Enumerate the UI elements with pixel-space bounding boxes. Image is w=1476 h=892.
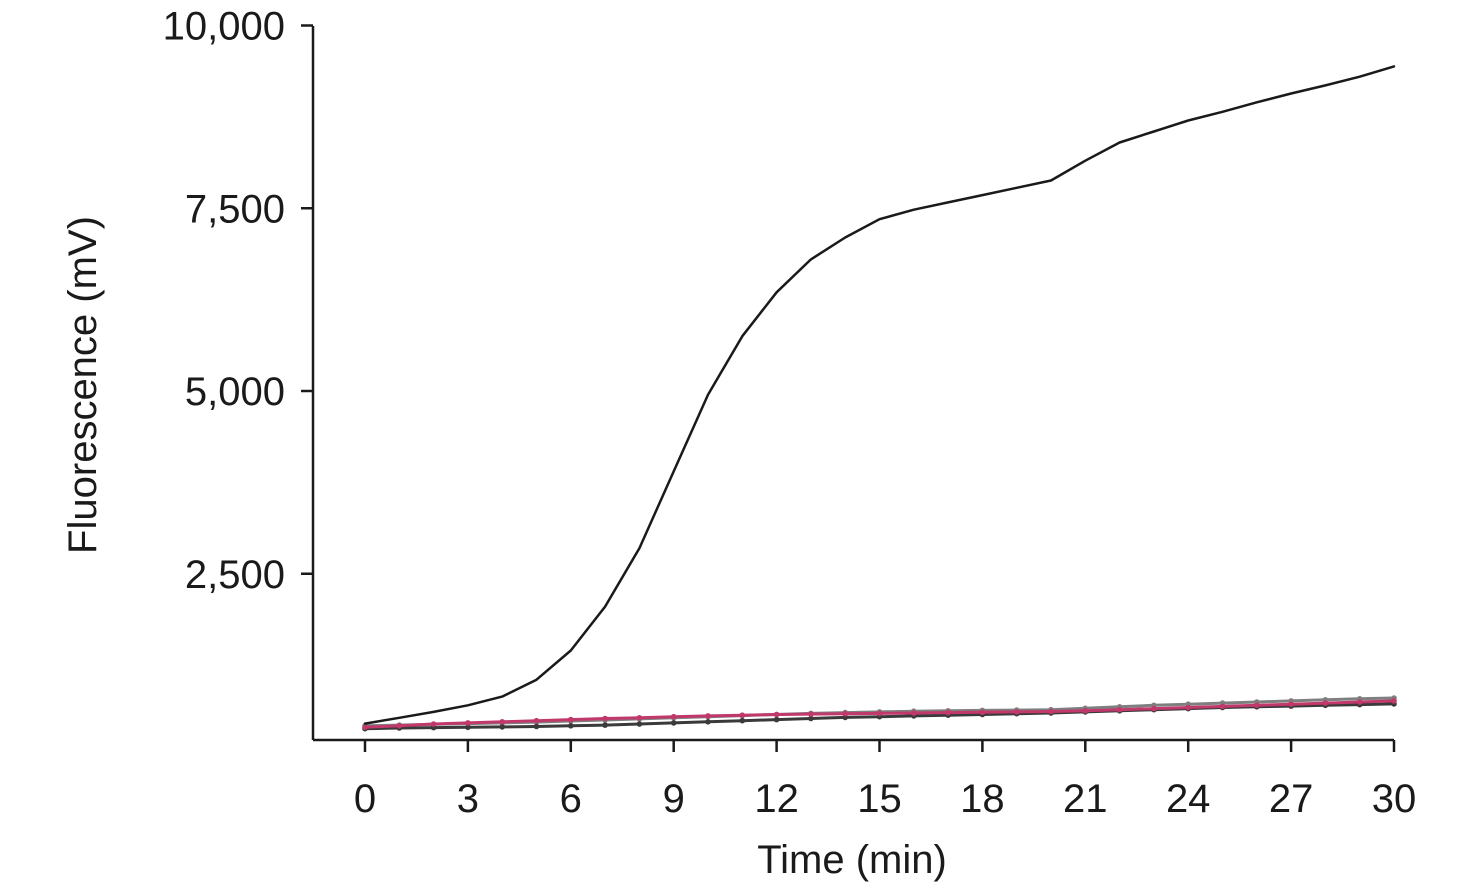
data-point — [705, 719, 711, 725]
data-point — [465, 724, 471, 731]
data-point — [979, 709, 986, 716]
data-point — [568, 716, 574, 723]
data-point — [430, 721, 437, 727]
data-point — [1322, 700, 1329, 706]
data-point — [739, 712, 746, 718]
x-tick-label: 0 — [354, 777, 376, 821]
data-point — [1048, 708, 1054, 715]
data-point — [1356, 699, 1363, 705]
x-tick-label: 27 — [1269, 777, 1314, 821]
data-point — [568, 723, 574, 729]
x-tick-label: 18 — [960, 777, 1005, 821]
data-point — [602, 722, 608, 728]
data-point — [499, 724, 506, 730]
data-point — [396, 723, 403, 729]
data-point — [911, 710, 917, 716]
data-point — [808, 711, 814, 717]
data-point — [1185, 704, 1191, 711]
data-point — [1151, 705, 1157, 712]
data-point — [1391, 698, 1397, 704]
data-point — [670, 720, 677, 726]
x-ticks: 0 3 6 9 12 15 18 21 24 27 30 — [354, 740, 1416, 821]
x-tick-label: 3 — [457, 777, 479, 821]
series-3 — [362, 698, 1397, 731]
data-point — [670, 713, 677, 720]
data-point — [1082, 708, 1089, 714]
data-point — [842, 710, 848, 717]
series-line — [363, 65, 1396, 725]
data-point — [1013, 709, 1020, 715]
x-tick-label: 30 — [1372, 777, 1417, 821]
data-point — [499, 719, 506, 725]
data-point — [773, 716, 780, 723]
y-tick-label: 10,000 — [163, 5, 285, 49]
x-tick-label: 15 — [857, 777, 902, 821]
y-tick-label: 2,500 — [185, 553, 285, 597]
series-layer — [362, 65, 1397, 732]
data-point — [636, 721, 643, 727]
data-point — [808, 715, 814, 722]
data-point — [1288, 701, 1294, 707]
x-tick-label: 6 — [560, 777, 582, 821]
data-point — [533, 717, 540, 724]
x-axis-title: Time (min) — [757, 838, 947, 882]
data-point — [1116, 706, 1123, 713]
y-tick-label: 7,500 — [185, 187, 285, 231]
data-point — [705, 713, 711, 719]
data-point — [465, 720, 471, 726]
series-1 — [363, 65, 1396, 725]
y-tick-label: 5,000 — [185, 370, 285, 414]
data-point — [1219, 703, 1226, 710]
x-tick-label: 9 — [663, 777, 685, 821]
data-point — [636, 715, 643, 721]
x-tick-label: 21 — [1063, 777, 1108, 821]
data-point — [362, 724, 368, 731]
data-point — [533, 723, 540, 730]
data-point — [1254, 702, 1260, 709]
data-point — [773, 711, 780, 718]
y-axis-title: Fluorescence (mV) — [61, 216, 105, 554]
x-tick-label: 24 — [1166, 777, 1211, 821]
data-point — [602, 715, 608, 722]
data-point — [739, 717, 746, 724]
data-point — [945, 709, 951, 716]
data-point — [876, 710, 883, 717]
x-tick-label: 12 — [754, 777, 799, 821]
y-ticks: 2,500 5,000 7,500 10,000 — [163, 5, 313, 597]
